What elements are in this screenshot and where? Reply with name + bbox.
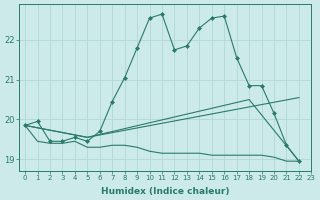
X-axis label: Humidex (Indice chaleur): Humidex (Indice chaleur)	[101, 187, 229, 196]
